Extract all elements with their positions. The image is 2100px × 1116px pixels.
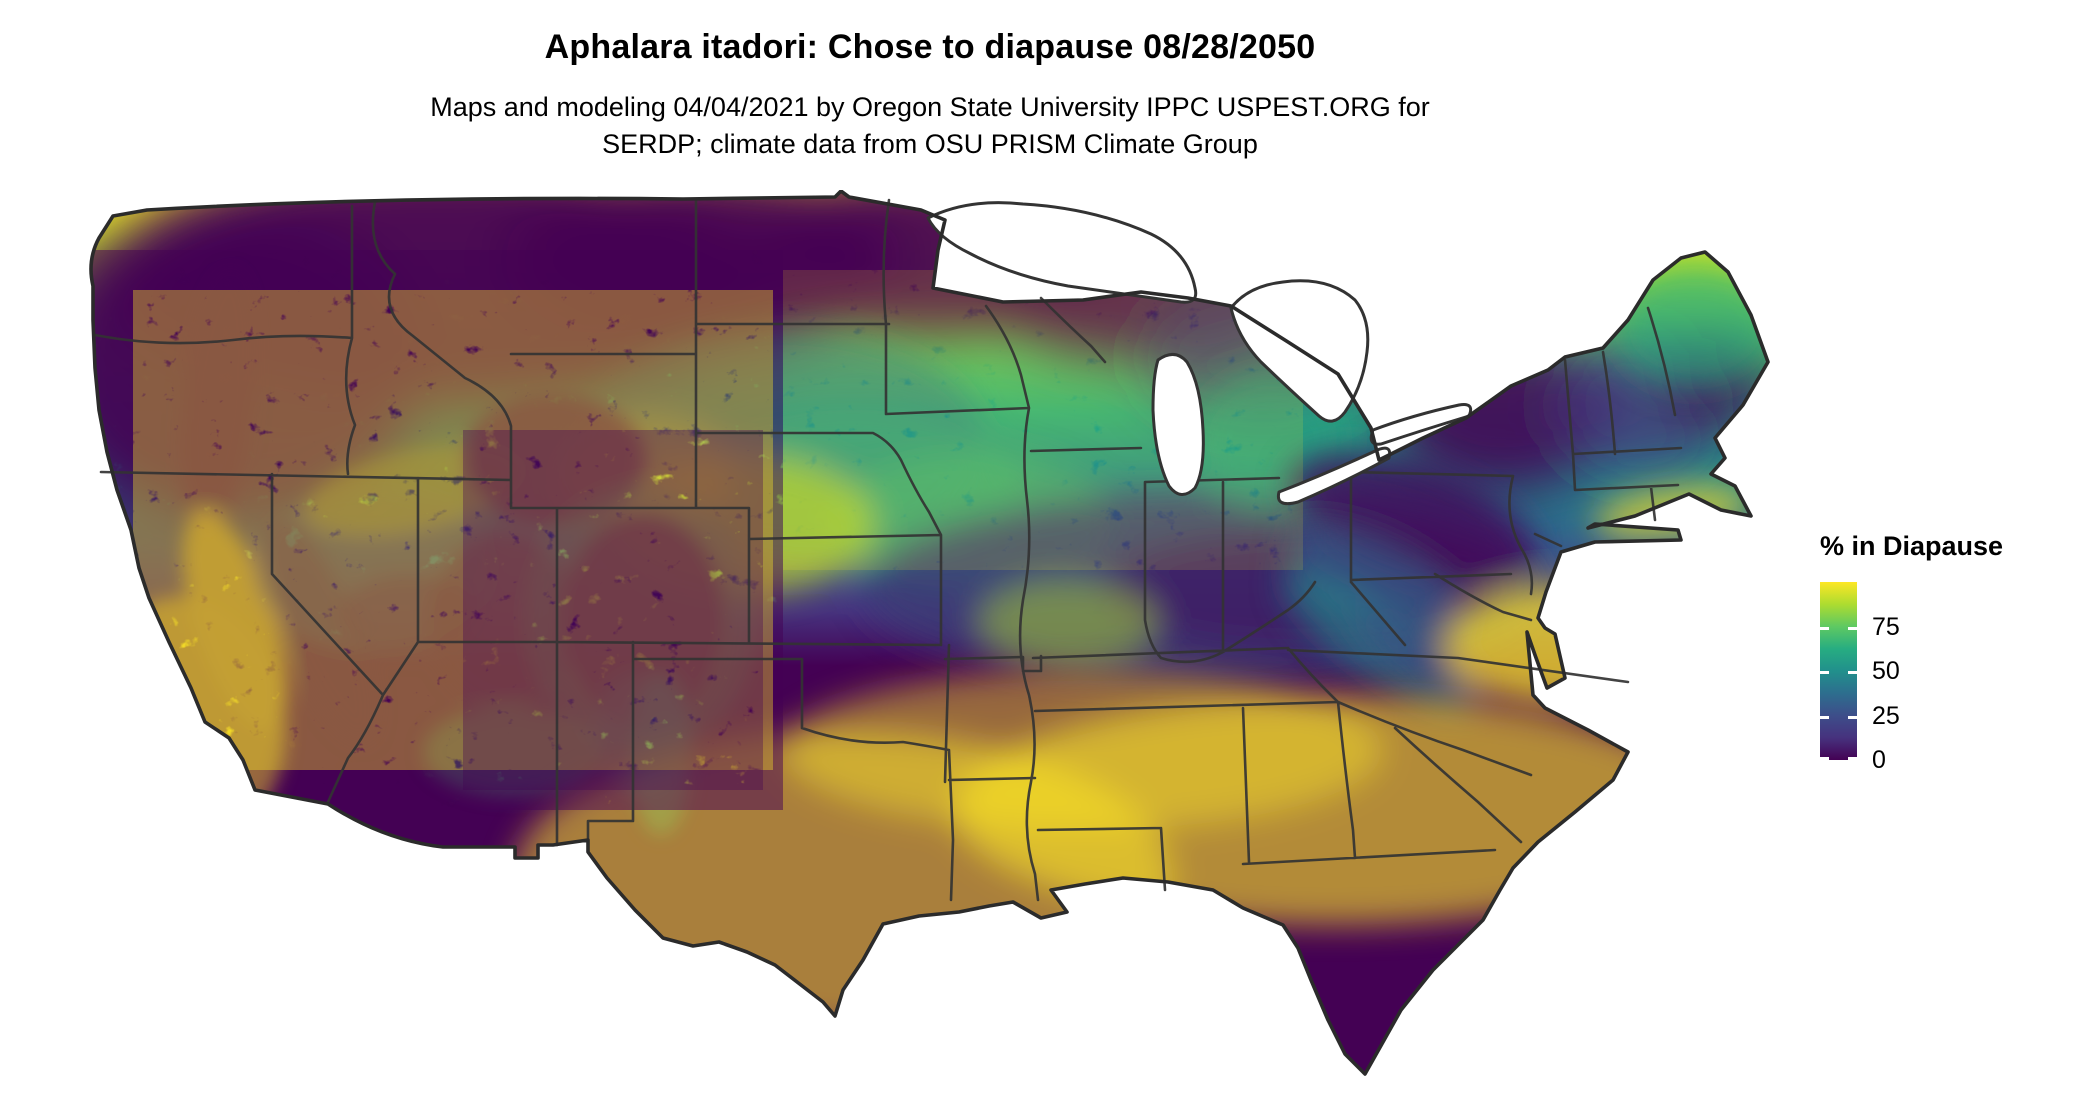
lake-superior <box>926 201 1198 304</box>
state-borders <box>93 198 1683 902</box>
legend-tick-mark <box>1848 715 1857 719</box>
legend-tick-label-50: 50 <box>1872 657 1900 685</box>
legend-tick-mark <box>1820 757 1829 760</box>
legend-tick-mark <box>1820 715 1829 719</box>
figure-header: Aphalara itadori: Chose to diapause 08/2… <box>85 28 1775 163</box>
us-choropleth-map <box>89 190 1770 1076</box>
us-outline <box>89 190 1770 1076</box>
subtitle-line-1: Maps and modeling 04/04/2021 by Oregon S… <box>430 92 1430 122</box>
legend-tick-mark <box>1820 626 1829 630</box>
legend-tick-mark <box>1848 671 1857 674</box>
lake-erie <box>1276 446 1392 506</box>
lake-michigan <box>1151 353 1205 496</box>
subtitle-line-2: SERDP; climate data from OSU PRISM Clima… <box>602 129 1258 159</box>
legend-tick-mark <box>1848 626 1857 630</box>
legend-tick-label-25: 25 <box>1872 701 1900 730</box>
legend-tick-mark <box>1820 671 1829 674</box>
legend-tick-mark <box>1848 757 1857 760</box>
map-subtitle: Maps and modeling 04/04/2021 by Oregon S… <box>85 89 1775 163</box>
legend-tick-label-75: 75 <box>1872 612 1900 641</box>
map-title: Aphalara itadori: Chose to diapause 08/2… <box>544 28 1316 66</box>
legend-colorbar <box>1820 582 1857 760</box>
raster-field <box>91 191 1768 1074</box>
legend-tick-labels: 75 50 25 0 <box>1872 582 1942 775</box>
legend-title: % in Diapause <box>1820 531 2004 561</box>
legend-tick-label-0: 0 <box>1872 746 1886 774</box>
